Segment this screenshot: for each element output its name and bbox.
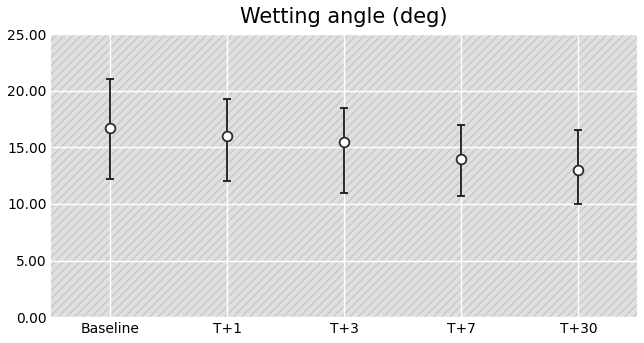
Bar [52, 34, 637, 317]
Title: Wetting angle (deg): Wetting angle (deg) [240, 7, 448, 27]
